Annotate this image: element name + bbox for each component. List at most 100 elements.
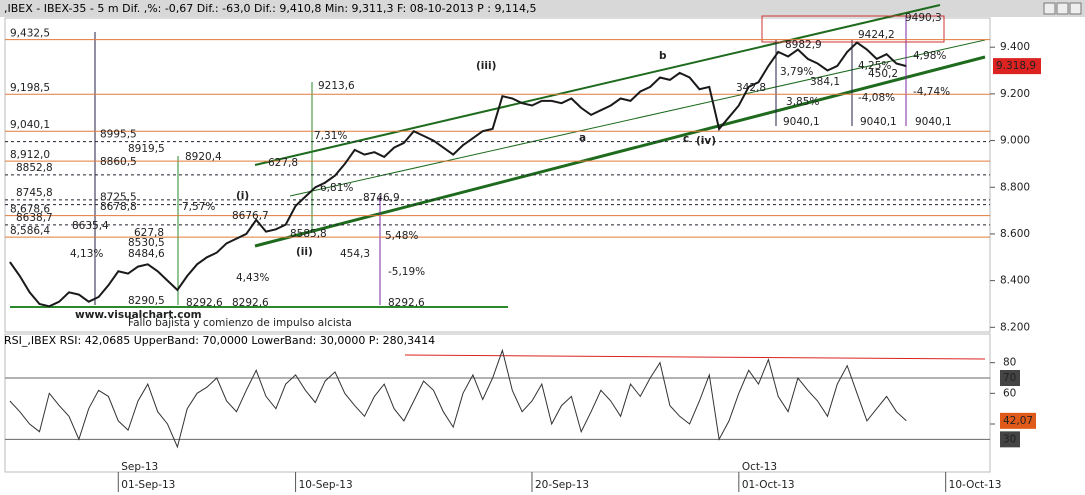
annotation: 8676,7 <box>232 210 269 222</box>
y-tick-label: 9.000 <box>1000 135 1030 147</box>
annotation: 450,2 <box>868 68 898 80</box>
month-label: Sep-13 <box>121 461 158 473</box>
wave-label: b <box>659 50 667 62</box>
wave-label: (iv) <box>696 135 716 147</box>
annotation: 9424,2 <box>858 29 895 41</box>
rsi-trend-line <box>404 354 986 360</box>
annotation: 4,43% <box>236 272 269 284</box>
y-tick-label: 8.600 <box>1000 228 1030 240</box>
annotation: 4,13% <box>70 248 103 260</box>
annotation: 9490,3 <box>905 12 942 24</box>
dashed-level-label: 8995,5 <box>100 129 137 141</box>
y-tick-label: 9.200 <box>1000 88 1030 100</box>
channel-lower <box>254 55 986 248</box>
month-label: Oct-13 <box>742 461 777 473</box>
x-tick-label: 01-Oct-13 <box>742 479 795 491</box>
level-label: 8,678,6 <box>10 204 50 216</box>
level-label: 9,040,1 <box>10 119 50 131</box>
annotation: 4,25% <box>858 60 891 72</box>
channel-middle <box>289 39 986 197</box>
dashed-level-label: 8725,5 <box>100 192 137 204</box>
band-marker <box>1000 431 1020 448</box>
annotation: 8919,5 <box>128 143 165 155</box>
annotation: 9040,1 <box>915 116 952 128</box>
annotation: -4,08% <box>858 92 895 104</box>
y-tick-label: 8.400 <box>1000 275 1030 287</box>
series-line <box>9 348 907 449</box>
annotation: 8484,6 <box>128 248 165 260</box>
annotation: 8635,4 <box>72 220 109 232</box>
annotation: 7,57% <box>182 201 215 213</box>
close-button[interactable] <box>1069 2 1082 15</box>
minimize-button[interactable] <box>1043 2 1056 15</box>
dashed-level-label: 8852,8 <box>16 162 53 174</box>
wave-label: (ii) <box>296 246 313 258</box>
annotation: 8292,6 <box>186 297 223 309</box>
watermark: www.visualchart.com <box>75 309 202 321</box>
annotation: 3,85% <box>786 96 819 108</box>
annotation: 342,8 <box>736 82 766 94</box>
annotation: 8982,9 <box>785 39 822 51</box>
band-marker-label: 70 <box>1003 372 1016 384</box>
wave-label: a <box>579 132 586 144</box>
current-marker-label: 42,07 <box>1003 415 1033 427</box>
band-marker <box>1000 370 1020 387</box>
level-label: 9,198,5 <box>10 82 50 94</box>
y-tick-label: 8.200 <box>1000 321 1030 333</box>
y-tick-label: 9.400 <box>1000 41 1030 53</box>
annotation: 8292,6 <box>388 297 425 309</box>
y-tick-label: 8.800 <box>1000 181 1030 193</box>
target-box <box>761 15 945 43</box>
annotation: 8290,5 <box>128 295 165 307</box>
annotation: -5,19% <box>388 266 425 278</box>
dashed-level-label: 8638,7 <box>16 212 53 224</box>
annotation: 8585,8 <box>290 228 327 240</box>
note: Fallo bajista y comienzo de impulso alci… <box>128 317 352 329</box>
annotation: 384,1 <box>810 76 840 88</box>
annotation: 7,31% <box>314 130 347 142</box>
wave-label: (i) <box>236 190 249 202</box>
wave-label: (iii) <box>476 60 496 72</box>
chart-title: ,IBEX - IBEX-35 - 5 m Dif. ,%: -0,67 Dif… <box>4 2 536 15</box>
annotation: 8530,5 <box>128 237 165 249</box>
current-marker <box>1000 412 1036 429</box>
x-tick-label: 20-Sep-13 <box>535 479 589 491</box>
annotation: 9213,6 <box>318 80 355 92</box>
rsi-title: RSI_,IBEX RSI: 42,0685 UpperBand: 70,000… <box>4 334 435 347</box>
channel-upper <box>254 4 941 166</box>
annotation: 9040,1 <box>860 116 897 128</box>
annotation: 627,8 <box>268 157 298 169</box>
series-line <box>9 41 907 308</box>
annotation: 8920,4 <box>185 151 222 163</box>
dashed-level-label: 8745,8 <box>16 187 53 199</box>
y-tick-label: 60 <box>1003 387 1016 399</box>
band-marker-label: 30 <box>1003 433 1016 445</box>
annotation: 454,3 <box>340 248 370 260</box>
annotation: 4,98% <box>913 50 946 62</box>
annotation: 8746,9 <box>363 192 400 204</box>
annotation: 9040,1 <box>783 116 820 128</box>
price-marker <box>993 58 1041 75</box>
annotation: 6,81% <box>320 182 353 194</box>
level-label: 8,586,4 <box>10 225 50 237</box>
x-tick-label: 10-Oct-13 <box>949 479 1002 491</box>
y-tick-label: 80 <box>1003 357 1016 369</box>
level-label: 8,912,0 <box>10 149 50 161</box>
level-label: 9,432,5 <box>10 28 50 40</box>
annotation: 627,8 <box>134 227 164 239</box>
rsi-panel <box>4 333 991 473</box>
price-marker-label: 9.318,9 <box>996 60 1036 72</box>
header-bar <box>0 0 1085 17</box>
x-tick-label: 10-Sep-13 <box>299 479 353 491</box>
x-tick-label: 01-Sep-13 <box>121 479 175 491</box>
annotation: 8292,6 <box>232 297 269 309</box>
window-buttons[interactable] <box>1043 2 1082 15</box>
wave-label: c <box>683 133 689 145</box>
annotation: 8678,8 <box>100 201 137 213</box>
annotation: 8860,5 <box>100 156 137 168</box>
maximize-button[interactable] <box>1056 2 1069 15</box>
annotation: -4,74% <box>913 86 950 98</box>
annotation: 5,48% <box>385 230 418 242</box>
